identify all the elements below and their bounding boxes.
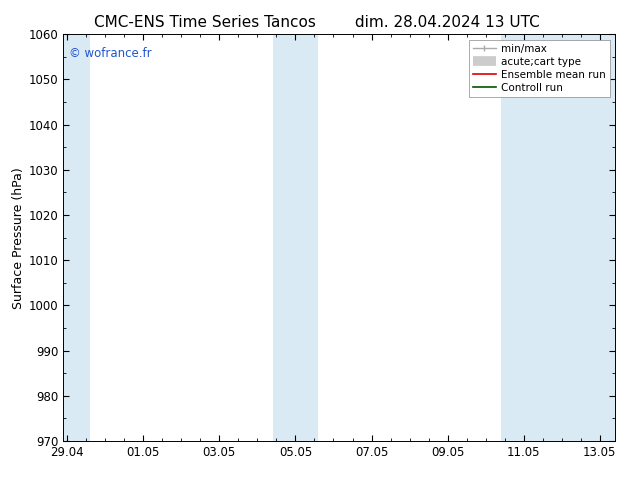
- Bar: [63, 34, 90, 441]
- Bar: [501, 34, 615, 441]
- Text: © wofrance.fr: © wofrance.fr: [69, 47, 152, 59]
- Legend: min/max, acute;cart type, Ensemble mean run, Controll run: min/max, acute;cart type, Ensemble mean …: [469, 40, 610, 97]
- Bar: [273, 34, 318, 441]
- Y-axis label: Surface Pressure (hPa): Surface Pressure (hPa): [11, 167, 25, 309]
- Text: CMC-ENS Time Series Tancos        dim. 28.04.2024 13 UTC: CMC-ENS Time Series Tancos dim. 28.04.20…: [94, 15, 540, 30]
